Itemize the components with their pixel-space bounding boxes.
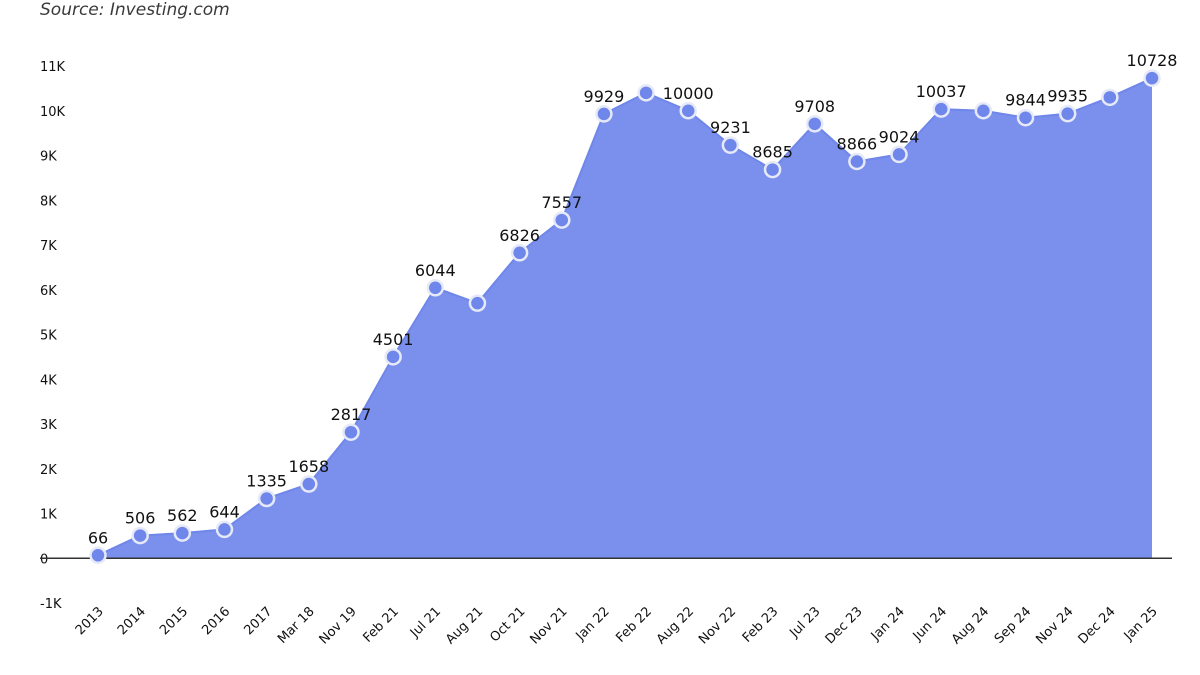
data-label: 644 [209,502,240,521]
data-label: 9024 [879,127,920,146]
data-label: 506 [125,509,156,528]
data-point [721,136,740,154]
data-point [974,102,993,120]
x-tick-label: Nov 24 [1033,604,1076,647]
data-label: 1335 [246,472,287,491]
data-point [763,160,782,179]
x-tick-label: 2013 [73,604,107,638]
x-tick-label: Jul 23 [787,604,824,641]
data-point [384,348,402,366]
y-tick-label: 9K [40,150,57,165]
x-tick-label: Feb 21 [360,604,402,646]
x-tick-label: Nov 22 [696,604,739,647]
data-point [89,546,107,565]
data-point [342,423,360,441]
data-point [637,84,655,102]
data-label: 10728 [1127,51,1178,70]
y-tick-label: 10K [40,105,66,120]
x-tick-label: 2015 [157,604,191,638]
data-label: 8866 [837,134,878,153]
data-label: 562 [167,506,198,525]
data-point [1058,104,1077,123]
x-tick-label: Feb 22 [613,604,655,646]
data-point [932,100,950,118]
data-label: 9935 [1047,87,1088,106]
data-point [1101,88,1119,107]
data-label: 6044 [415,261,456,280]
y-tick-label: 1K [40,508,57,523]
data-label: 7557 [541,193,582,212]
data-label: 9929 [584,87,625,106]
x-tick-label: Aug 22 [654,604,697,647]
y-tick-label: 11K [40,60,66,75]
data-label: 66 [88,528,108,547]
x-tick-label: Sep 24 [992,604,1035,647]
data-point [426,279,445,297]
data-point [510,244,529,262]
x-tick-label: Aug 24 [949,604,992,647]
x-tick-label: 2014 [115,604,149,638]
data-point [468,294,487,312]
data-point [131,526,149,545]
data-label: 9708 [794,97,835,116]
data-label: 4501 [373,330,414,349]
data-point [805,115,824,133]
y-tick-label: 5K [40,329,57,344]
x-tick-label: Oct 21 [487,604,528,645]
x-tick-label: Feb 23 [740,604,782,646]
x-tick-label: Jan 22 [573,604,613,644]
data-label: 10000 [663,84,714,103]
data-label: 2817 [331,405,372,424]
x-tick-label: Aug 21 [443,604,486,647]
x-tick-label: Dec 23 [823,604,866,647]
x-tick-label: 2017 [241,604,275,638]
data-point [173,524,192,542]
y-tick-label: 2K [40,463,57,478]
data-point [595,105,613,123]
source-note: Source: Investing.com [40,0,230,20]
y-tick-label: 8K [40,194,57,209]
x-tick-label: 2016 [199,604,233,638]
data-label: 9231 [710,118,751,137]
data-point [679,102,697,120]
y-tick-label: 4K [40,373,57,388]
y-axis-ticks: -1K 0 1K 2K 3K 4K 5K 6K 7K 8K 9K 10K 11K [40,60,66,612]
y-tick-label: 3K [40,418,57,433]
x-tick-label: Nov 19 [317,604,360,647]
x-tick-label: Jan 25 [1121,604,1161,644]
data-point [848,152,866,171]
x-tick-label: Jun 24 [910,604,950,644]
data-label: 6826 [499,226,540,245]
y-tick-label: 7K [40,239,57,254]
data-label: 10037 [916,82,967,101]
data-point [215,520,234,539]
area-series [98,78,1152,559]
data-point [1016,108,1035,127]
y-tick-label: 0 [40,552,48,567]
x-tick-label: Jul 21 [407,604,444,641]
x-tick-label: Jan 24 [868,604,908,644]
x-tick-label: Nov 21 [527,604,570,647]
data-label: 8685 [752,143,793,162]
data-markers [89,69,1161,565]
y-tick-label: -1K [40,597,62,612]
y-tick-label: 6K [40,284,57,299]
data-label: 1658 [288,457,329,476]
x-tick-label: Dec 24 [1076,604,1119,647]
x-tick-label: Mar 18 [275,604,318,647]
data-point [890,145,908,164]
data-point [300,475,318,493]
data-point [553,211,571,229]
data-point [1143,69,1161,87]
data-label: 9844 [1005,91,1046,110]
data-point [257,489,276,508]
